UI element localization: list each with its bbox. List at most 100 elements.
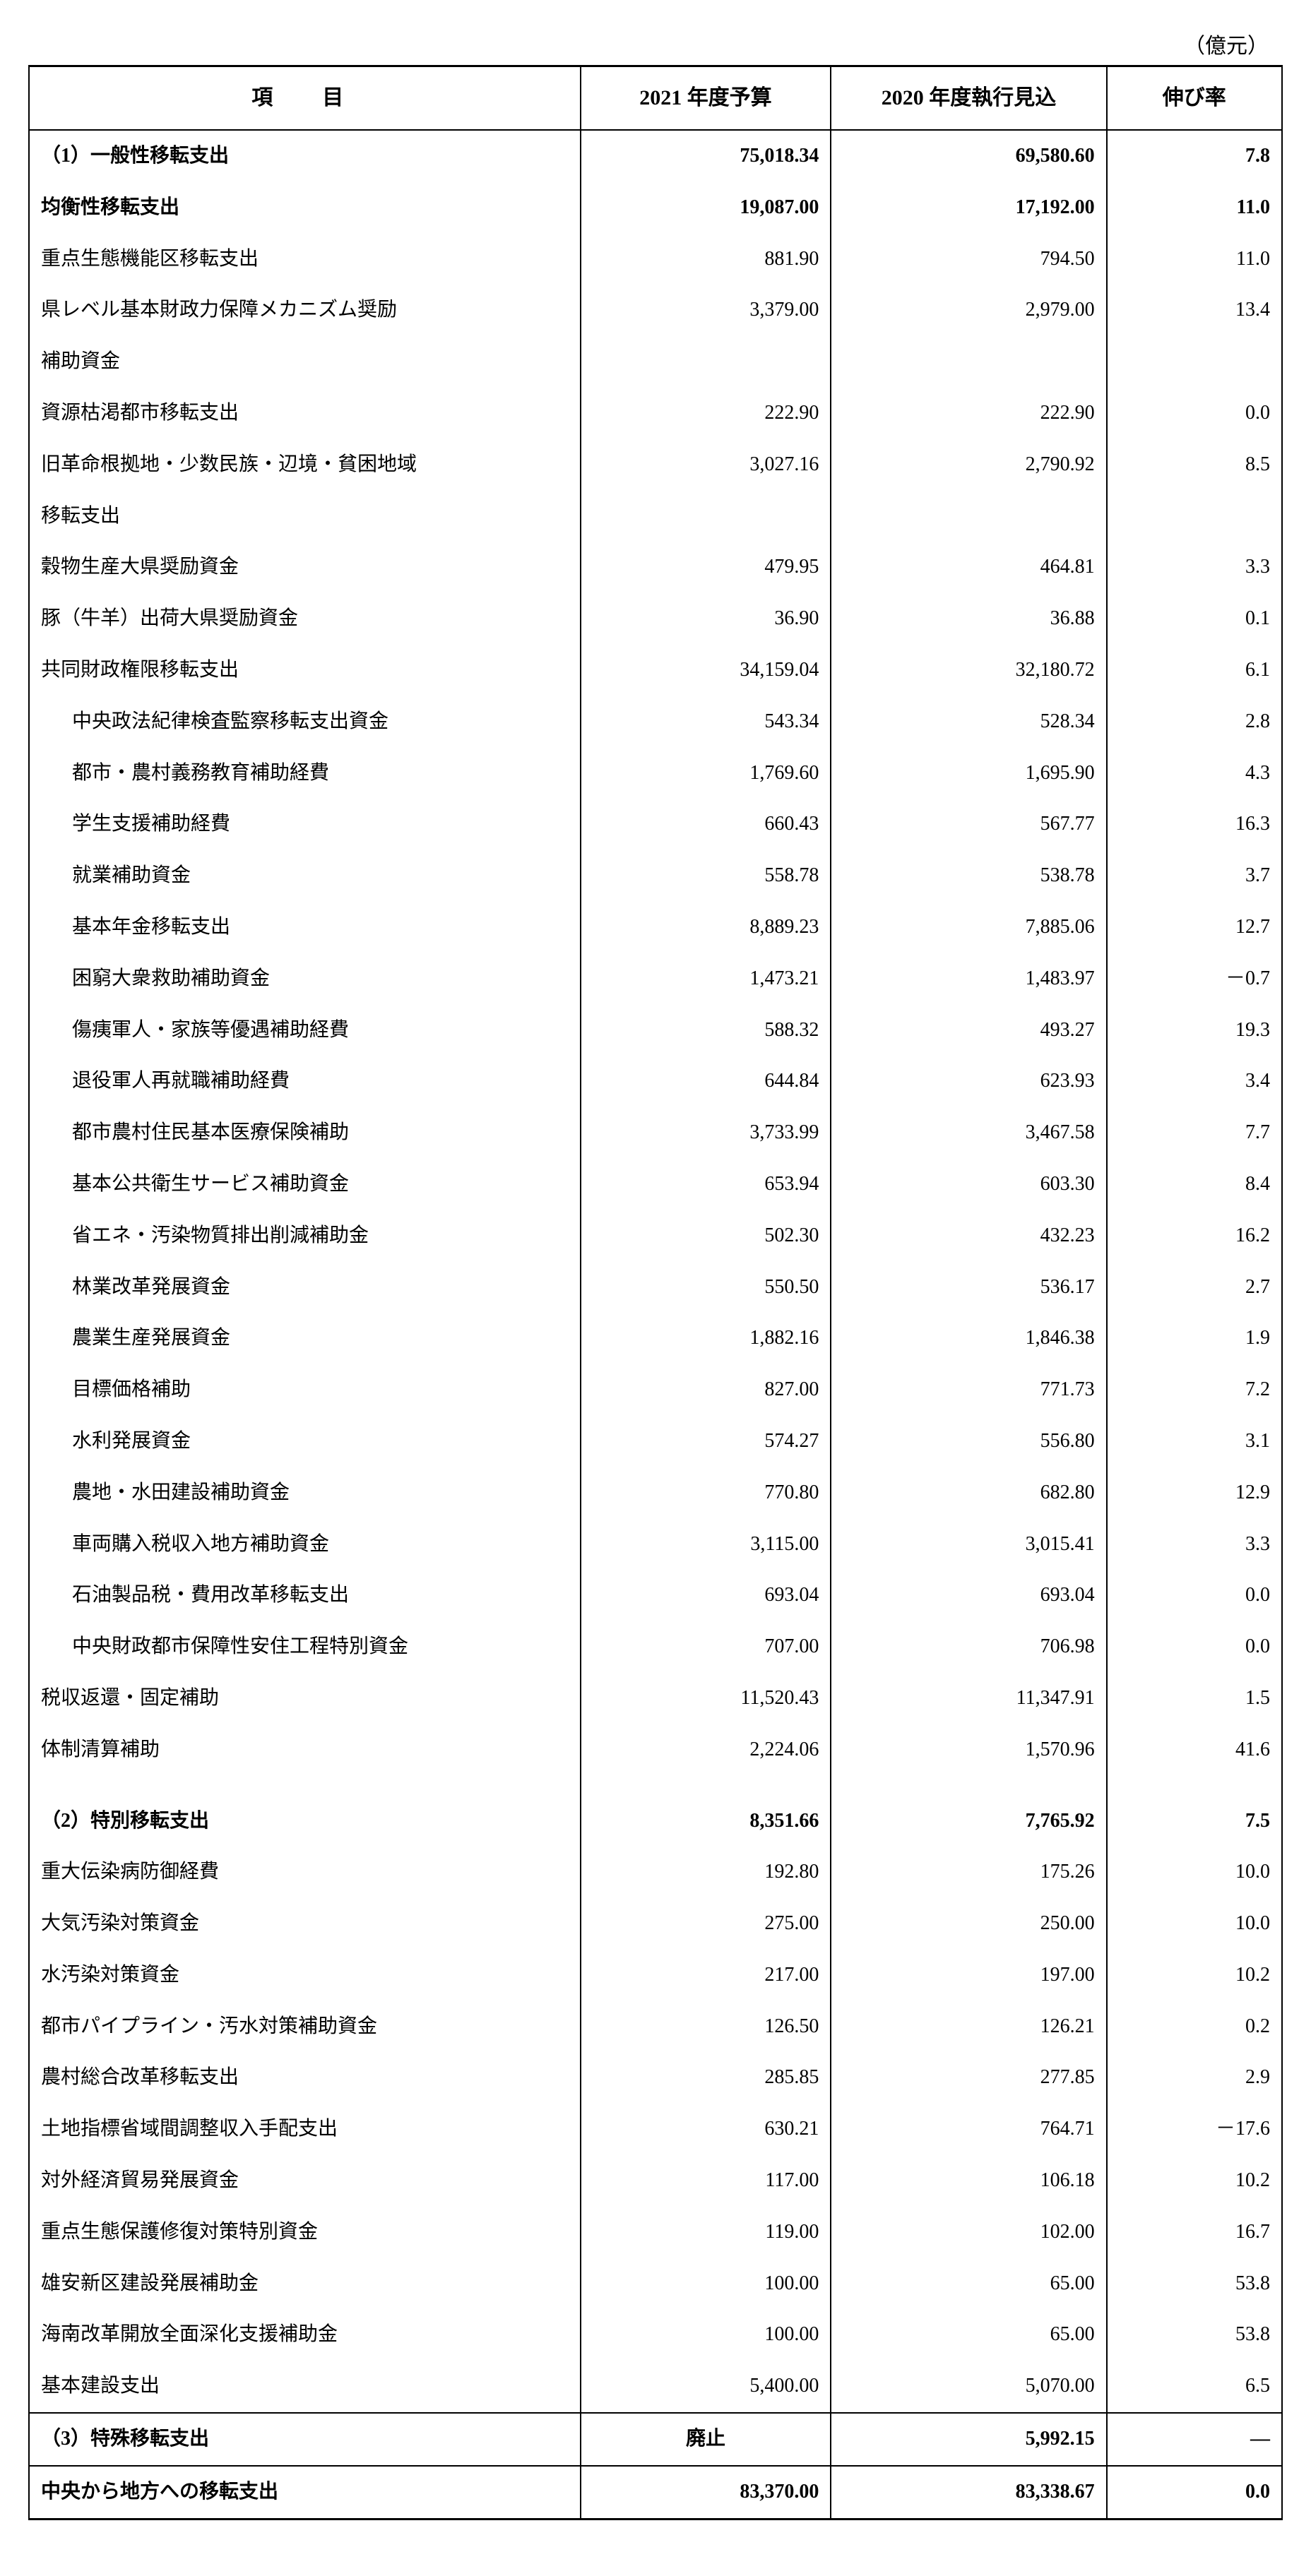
table-row: 体制清算補助2,224.061,570.9641.6 (29, 1724, 1282, 1776)
item-cell: 中央財政都市保障性安住工程特別資金 (29, 1621, 581, 1673)
rate-cell: 0.1 (1107, 593, 1282, 645)
rate-cell: 7.5 (1107, 1796, 1282, 1847)
budget-2021-cell: 34,159.04 (581, 645, 831, 696)
table-row: 資源枯渇都市移転支出222.90222.900.0 (29, 388, 1282, 439)
rate-cell (1107, 1776, 1282, 1796)
rate-cell: 2.7 (1107, 1262, 1282, 1313)
rate-cell: 53.8 (1107, 2309, 1282, 2361)
exec-2020-cell: 1,483.97 (831, 953, 1106, 1005)
table-row: 農地・水田建設補助資金770.80682.8012.9 (29, 1467, 1282, 1519)
exec-2020-cell: 567.77 (831, 799, 1106, 850)
item-cell: 学生支援補助経費 (29, 799, 581, 850)
budget-2021-cell: 881.90 (581, 234, 831, 285)
table-row: （2）特別移転支出8,351.667,765.927.5 (29, 1796, 1282, 1847)
rate-cell: 0.2 (1107, 2001, 1282, 2053)
item-cell: 都市・農村義務教育補助経費 (29, 748, 581, 799)
rate-cell: 8.5 (1107, 439, 1282, 491)
table-row: 均衡性移転支出19,087.0017,192.0011.0 (29, 182, 1282, 234)
budget-2021-cell: 126.50 (581, 2001, 831, 2053)
budget-2021-cell (581, 336, 831, 388)
item-cell: 重点生態保護修復対策特別資金 (29, 2207, 581, 2258)
table-row: 土地指標省域間調整収入手配支出630.21764.71－17.6 (29, 2104, 1282, 2155)
item-cell: 資源枯渇都市移転支出 (29, 388, 581, 439)
budget-2021-cell: 285.85 (581, 2052, 831, 2104)
table-row: 移転支出 (29, 491, 1282, 542)
exec-2020-cell: 106.18 (831, 2155, 1106, 2207)
exec-2020-cell (831, 491, 1106, 542)
budget-2021-cell: 3,115.00 (581, 1519, 831, 1570)
rate-cell: －0.7 (1107, 953, 1282, 1005)
table-row: 水汚染対策資金217.00197.0010.2 (29, 1950, 1282, 2001)
item-cell: 基本年金移転支出 (29, 902, 581, 953)
budget-2021-cell: 11,520.43 (581, 1673, 831, 1724)
budget-2021-cell: 19,087.00 (581, 182, 831, 234)
table-row: 林業改革発展資金550.50536.172.7 (29, 1262, 1282, 1313)
table-row: 車両購入税収入地方補助資金3,115.003,015.413.3 (29, 1519, 1282, 1570)
header-budget-2021: 2021 年度予算 (581, 66, 831, 131)
exec-2020-cell: 693.04 (831, 1570, 1106, 1621)
item-cell: 都市パイプライン・汚水対策補助資金 (29, 2001, 581, 2053)
rate-cell: －17.6 (1107, 2104, 1282, 2155)
budget-2021-cell: 119.00 (581, 2207, 831, 2258)
budget-2021-cell: 630.21 (581, 2104, 831, 2155)
rate-cell: 6.1 (1107, 645, 1282, 696)
item-cell: 農業生産発展資金 (29, 1313, 581, 1364)
budget-2021-cell: 廃止 (581, 2413, 831, 2466)
rate-cell (1107, 491, 1282, 542)
exec-2020-cell: 197.00 (831, 1950, 1106, 2001)
table-row: 重大伝染病防御経費192.80175.2610.0 (29, 1847, 1282, 1898)
exec-2020-cell: 1,695.90 (831, 748, 1106, 799)
table-row: 基本公共衛生サービス補助資金653.94603.308.4 (29, 1159, 1282, 1210)
header-row: 項 目 2021 年度予算 2020 年度執行見込 伸び率 (29, 66, 1282, 131)
item-cell: 海南改革開放全面深化支援補助金 (29, 2309, 581, 2361)
item-cell (29, 1776, 581, 1796)
rate-cell: — (1107, 2413, 1282, 2466)
exec-2020-cell: 3,015.41 (831, 1519, 1106, 1570)
table-row: 農業生産発展資金1,882.161,846.381.9 (29, 1313, 1282, 1364)
item-cell: 補助資金 (29, 336, 581, 388)
table-row: 基本建設支出5,400.005,070.006.5 (29, 2361, 1282, 2413)
budget-2021-cell: 653.94 (581, 1159, 831, 1210)
table-row: 都市農村住民基本医療保険補助3,733.993,467.587.7 (29, 1107, 1282, 1159)
budget-2021-cell: 502.30 (581, 1210, 831, 1262)
rate-cell: 16.2 (1107, 1210, 1282, 1262)
rate-cell: 8.4 (1107, 1159, 1282, 1210)
table-row: 対外経済貿易発展資金117.00106.1810.2 (29, 2155, 1282, 2207)
exec-2020-cell: 538.78 (831, 850, 1106, 902)
budget-2021-cell: 8,351.66 (581, 1796, 831, 1847)
item-cell: 都市農村住民基本医療保険補助 (29, 1107, 581, 1159)
exec-2020-cell: 5,992.15 (831, 2413, 1106, 2466)
header-item: 項 目 (29, 66, 581, 131)
exec-2020-cell: 764.71 (831, 2104, 1106, 2155)
item-cell: 農地・水田建設補助資金 (29, 1467, 581, 1519)
exec-2020-cell: 250.00 (831, 1898, 1106, 1950)
table-row: 旧革命根拠地・少数民族・辺境・貧困地域3,027.162,790.928.5 (29, 439, 1282, 491)
item-cell: 水汚染対策資金 (29, 1950, 581, 2001)
item-cell: （2）特別移転支出 (29, 1796, 581, 1847)
exec-2020-cell: 603.30 (831, 1159, 1106, 1210)
rate-cell: 11.0 (1107, 182, 1282, 234)
unit-label: （億元） (28, 28, 1283, 59)
rate-cell: 16.7 (1107, 2207, 1282, 2258)
rate-cell: 3.3 (1107, 542, 1282, 593)
rate-cell: 7.8 (1107, 130, 1282, 182)
table-row: 退役軍人再就職補助経費644.84623.933.4 (29, 1056, 1282, 1107)
item-cell: 困窮大衆救助補助資金 (29, 953, 581, 1005)
exec-2020-cell (831, 1776, 1106, 1796)
budget-2021-cell: 36.90 (581, 593, 831, 645)
rate-cell: 13.4 (1107, 285, 1282, 336)
item-cell: 省エネ・汚染物質排出削減補助金 (29, 1210, 581, 1262)
exec-2020-cell: 556.80 (831, 1416, 1106, 1467)
exec-2020-cell: 83,338.67 (831, 2466, 1106, 2519)
budget-2021-cell: 1,473.21 (581, 953, 831, 1005)
rate-cell: 3.4 (1107, 1056, 1282, 1107)
budget-2021-cell: 550.50 (581, 1262, 831, 1313)
exec-2020-cell (831, 336, 1106, 388)
rate-cell: 10.0 (1107, 1847, 1282, 1898)
item-cell: 穀物生産大県奨励資金 (29, 542, 581, 593)
item-cell: 就業補助資金 (29, 850, 581, 902)
table-row: 税収返還・固定補助11,520.4311,347.911.5 (29, 1673, 1282, 1724)
rate-cell: 10.2 (1107, 1950, 1282, 2001)
item-cell: （3）特殊移転支出 (29, 2413, 581, 2466)
budget-2021-cell: 3,379.00 (581, 285, 831, 336)
